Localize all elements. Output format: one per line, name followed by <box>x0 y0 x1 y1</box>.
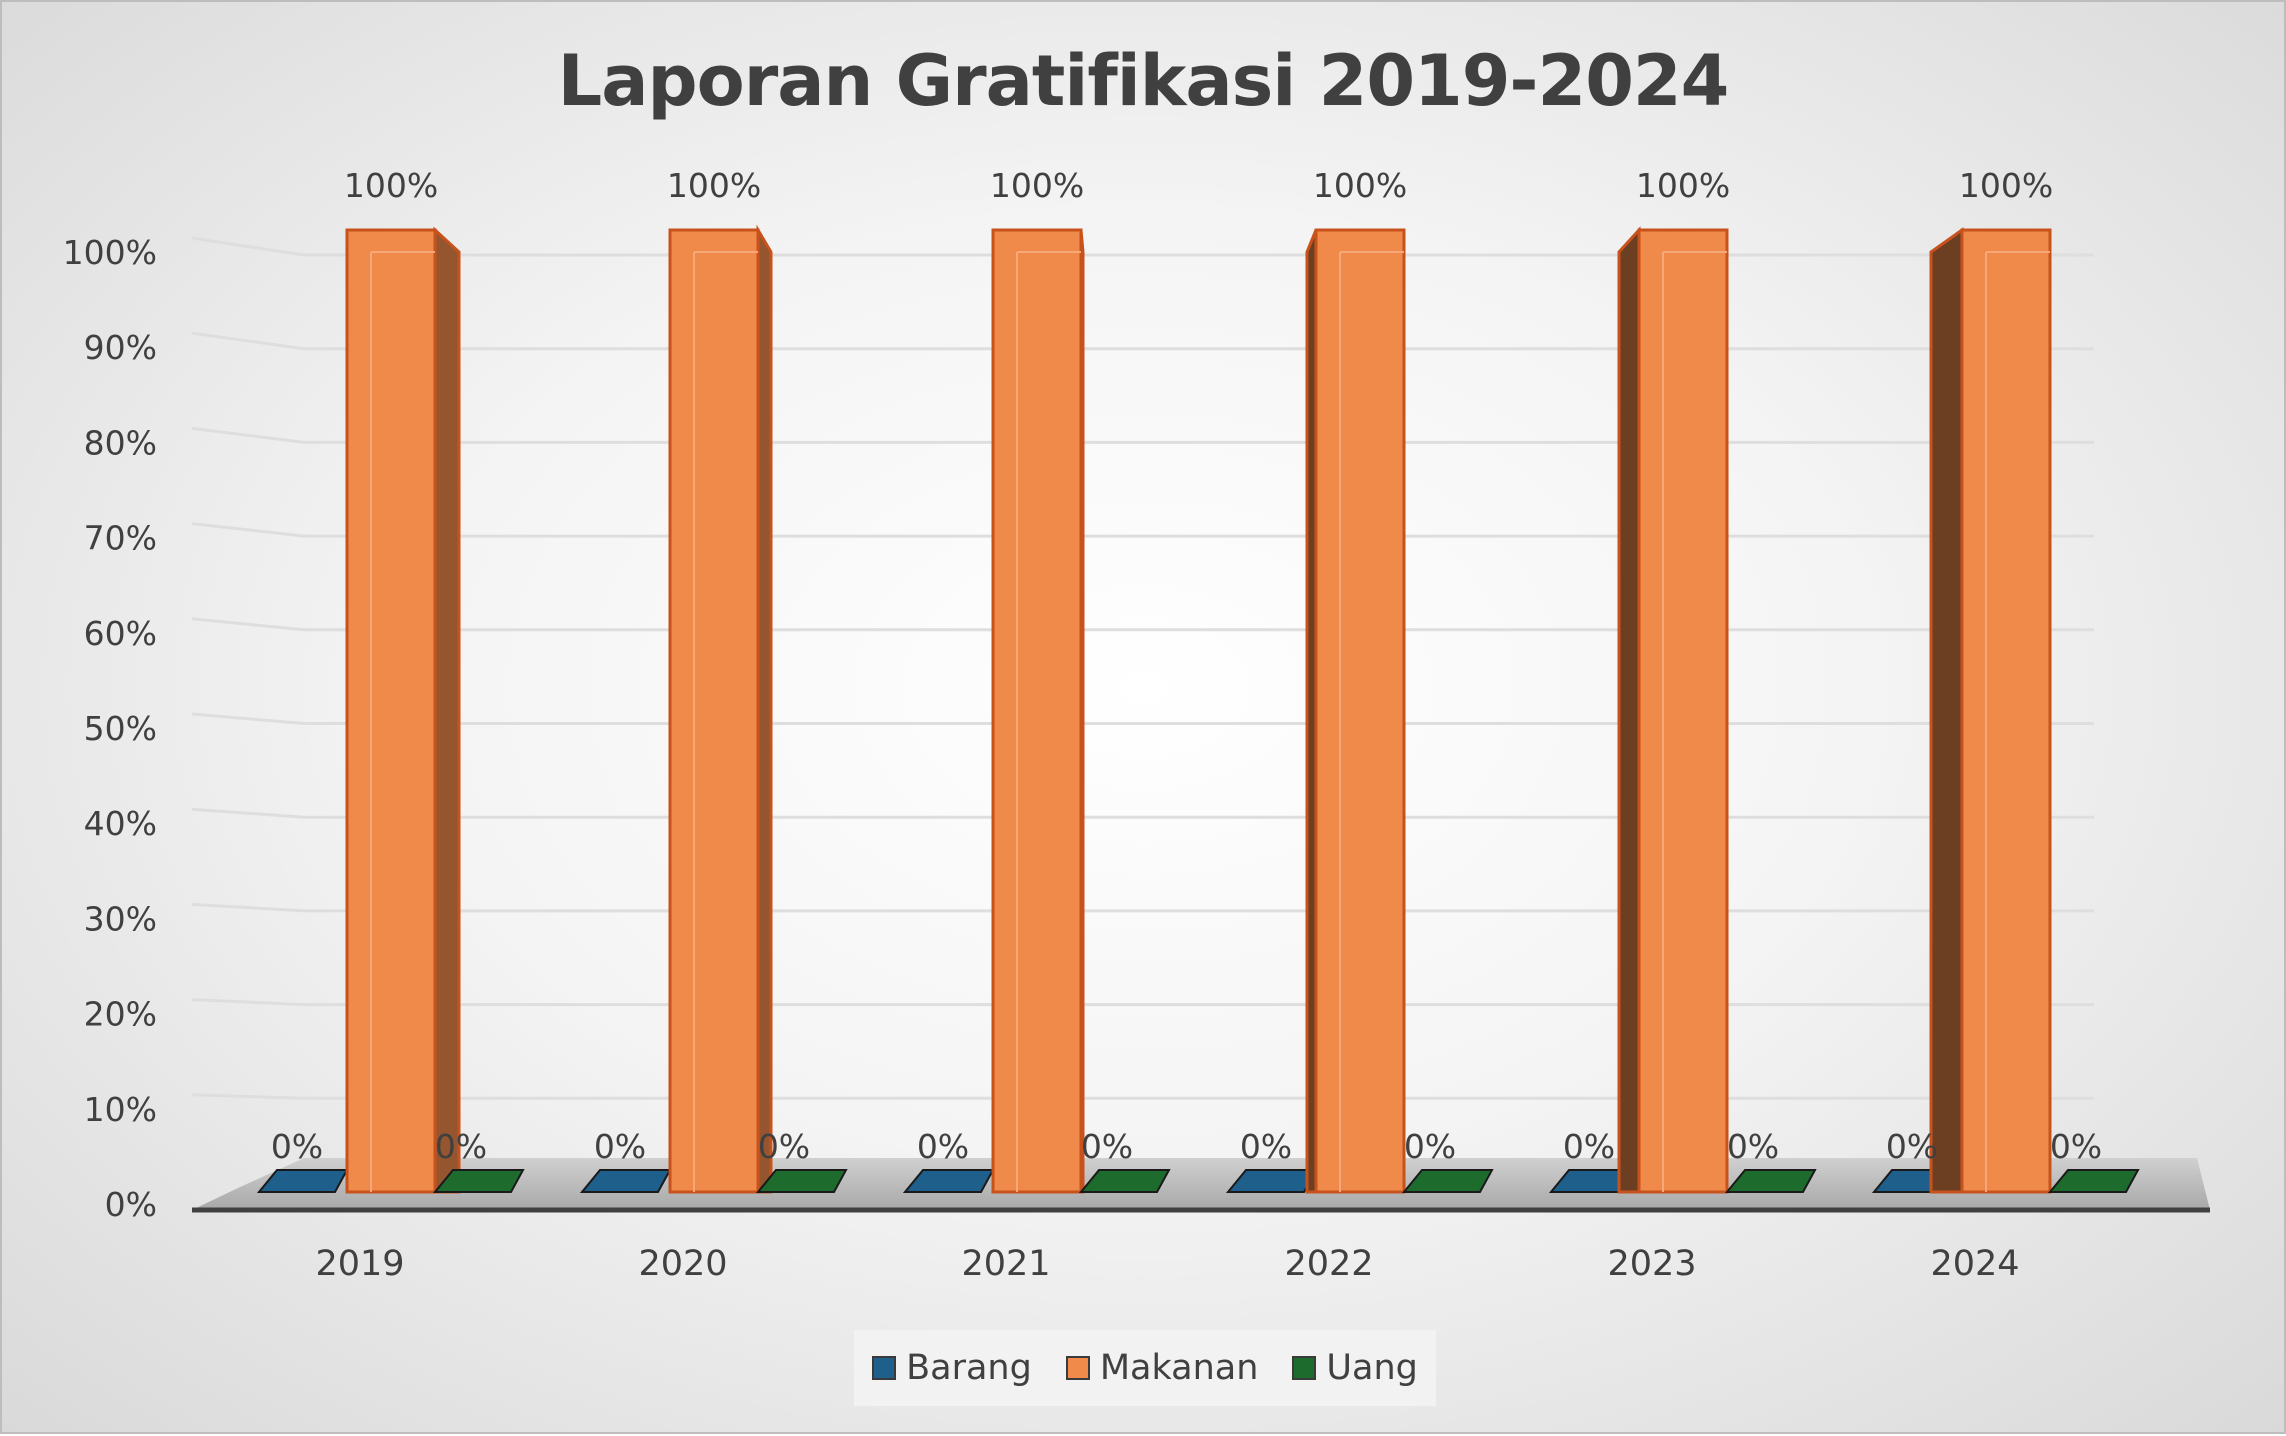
bar-makanan-2022 <box>1314 228 1406 1194</box>
gridline <box>191 712 2094 725</box>
data-label: 100% <box>1636 166 1730 205</box>
bar-barang-2022 <box>1225 1169 1318 1193</box>
y-tick-label: 80% <box>84 423 157 462</box>
bar-uang-2019 <box>432 1169 525 1193</box>
data-label: 100% <box>667 166 761 205</box>
y-tick-label: 90% <box>84 328 157 367</box>
x-tick-label: 2023 <box>1607 1244 1696 1284</box>
data-label: 0% <box>1081 1127 1133 1166</box>
bar-makanan-2021 <box>991 228 1083 1194</box>
bar-barang-2021 <box>902 1169 995 1193</box>
data-label: 100% <box>1959 166 2053 205</box>
data-label: 0% <box>917 1127 969 1166</box>
legend-swatch <box>872 1356 897 1380</box>
bar-uang-2022 <box>1401 1169 1494 1193</box>
gridline <box>191 236 2094 257</box>
gridline <box>191 522 2094 538</box>
bar-side <box>1929 227 1964 1194</box>
chart-title: Laporan Gratifikasi 2019-2024 <box>557 40 1730 122</box>
data-label: 0% <box>1727 1127 1779 1166</box>
gridline <box>191 1093 2094 1100</box>
bar-makanan-2024 <box>1960 228 2052 1194</box>
gridline <box>191 902 2094 913</box>
data-label: 0% <box>1404 1127 1456 1166</box>
legend-label: Barang <box>906 1348 1032 1388</box>
data-label: 0% <box>1563 1127 1615 1166</box>
x-tick-label: 2020 <box>638 1244 727 1284</box>
data-label: 0% <box>1886 1127 1938 1166</box>
x-tick-label: 2022 <box>1284 1244 1373 1284</box>
data-label: 0% <box>271 1127 323 1166</box>
y-tick-label: 20% <box>84 995 157 1034</box>
bar-uang-2020 <box>755 1169 848 1193</box>
bar-side <box>1617 226 1641 1194</box>
y-tick-label: 60% <box>84 614 157 653</box>
y-tick-label: 10% <box>84 1090 157 1129</box>
gridline <box>191 331 2094 351</box>
gridline <box>191 998 2094 1007</box>
data-label: 0% <box>594 1127 646 1166</box>
x-tick-label: 2024 <box>1930 1244 2019 1284</box>
legend-item: Uang <box>1292 1348 1418 1388</box>
data-label: 0% <box>1240 1127 1292 1166</box>
legend-item: Makanan <box>1065 1348 1259 1388</box>
x-tick-label: 2019 <box>315 1244 404 1284</box>
legend-label: Makanan <box>1099 1348 1259 1388</box>
y-tick-label: 0% <box>105 1185 157 1224</box>
bar-makanan-2019 <box>345 228 437 1194</box>
y-tick-label: 30% <box>84 899 157 938</box>
legend-item: Barang <box>872 1348 1032 1388</box>
bar-side <box>756 224 773 1194</box>
legend-swatch <box>1065 1356 1090 1380</box>
data-label: 100% <box>344 166 438 205</box>
bar-makanan-2020 <box>668 228 760 1194</box>
bar-uang-2024 <box>2047 1169 2140 1193</box>
gridline <box>191 807 2094 819</box>
data-label: 100% <box>1313 166 1407 205</box>
legend: Barang Makanan Uang <box>854 1330 1436 1406</box>
y-tick-label: 50% <box>84 709 157 748</box>
y-tick-label: 70% <box>84 519 157 558</box>
legend-swatch <box>1292 1356 1317 1380</box>
bar-barang-2020 <box>579 1169 672 1193</box>
bar-makanan-2023 <box>1637 228 1729 1194</box>
x-tick-label: 2021 <box>961 1244 1050 1284</box>
bar-side <box>433 226 461 1194</box>
bar-uang-2023 <box>1724 1169 1817 1193</box>
legend-label: Uang <box>1326 1348 1418 1388</box>
y-tick-label: 100% <box>63 233 157 272</box>
data-label: 0% <box>758 1127 810 1166</box>
data-label: 100% <box>990 166 1084 205</box>
y-tick-label: 40% <box>84 804 157 843</box>
bar-uang-2021 <box>1078 1169 1171 1193</box>
gridline <box>191 617 2094 632</box>
data-label: 0% <box>2050 1127 2102 1166</box>
data-label: 0% <box>435 1127 487 1166</box>
bar-barang-2019 <box>256 1169 349 1193</box>
gridline <box>191 426 2094 444</box>
